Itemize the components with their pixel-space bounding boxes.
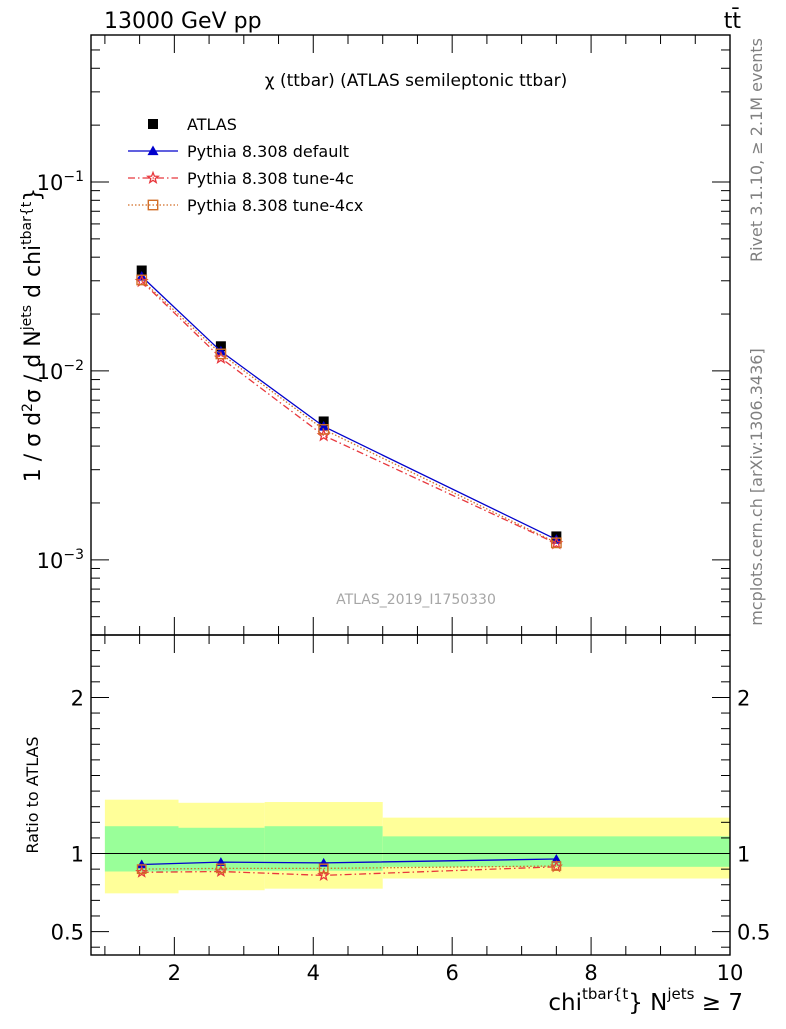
main-series-line (141, 280, 557, 545)
ratio-point (136, 859, 147, 869)
main-point (549, 536, 564, 550)
ratio-point (551, 861, 562, 871)
ratio-ytick-label-left: 1 (71, 843, 84, 867)
legend-item-0: ATLAS (148, 115, 237, 134)
ratio-series-line (141, 866, 557, 877)
rivet-version-label: Rivet 3.1.10, ≥ 2.1M events (747, 38, 766, 262)
legend-label: Pythia 8.308 default (187, 142, 349, 161)
x-axis-label: chitbar{t} Njets ≥ 7 (548, 985, 743, 1016)
svg-text:1 / σ d2σ / d Njets d chitbar{: 1 / σ d2σ / d Njets d chitbar{t} (19, 188, 46, 483)
main-series-3 (136, 274, 562, 549)
ratio-xtick-label: 10 (717, 961, 744, 985)
legend-marker (147, 145, 159, 156)
legend-marker (148, 119, 158, 129)
main-ytick-label: 10−2 (37, 358, 84, 384)
y-axis-label-ratio: Ratio to ATLAS (23, 736, 42, 853)
ratio-frame (90, 634, 731, 956)
legend-label: ATLAS (187, 115, 237, 134)
plot-frames (90, 34, 731, 956)
main-series-line (141, 279, 557, 544)
ratio-point (136, 864, 147, 875)
main-series-line (141, 276, 557, 541)
main-point (215, 345, 227, 356)
analysis-watermark: ATLAS_2019_I1750330 (336, 592, 496, 608)
ratio-point (551, 854, 562, 863)
ratio-xtick-label: 8 (584, 961, 597, 985)
ratio-series-line (141, 858, 557, 866)
main-point (318, 420, 330, 431)
ratio-ytick-label-left: 0.5 (51, 921, 84, 945)
ratio-axis-ticks: 0.5 0.5 1 1 2 2 2 4 6 8 10 (51, 635, 770, 985)
main-point (215, 348, 227, 360)
ratio-point (318, 863, 329, 874)
legend-item-2: Pythia 8.308 tune-4c (128, 169, 354, 188)
svg-text:chitbar{t} Njets ≥ 7: chitbar{t} Njets ≥ 7 (548, 985, 743, 1016)
header-process: tt̄ (724, 8, 742, 34)
main-point (134, 273, 149, 288)
legend-item-1: Pythia 8.308 default (128, 142, 349, 161)
legend-item-3: Pythia 8.308 tune-4cx (128, 196, 363, 215)
ratio-point (317, 868, 331, 881)
main-series-1 (136, 271, 562, 544)
plot-title: χ (ttbar) (ATLAS semileptonic ttbar) (265, 71, 567, 91)
main-axis-ticks: 10−1 10−2 10−3 (37, 35, 731, 636)
main-point (550, 537, 562, 549)
legend-label: Pythia 8.308 tune-4cx (187, 196, 363, 215)
ratio-series-2 (136, 861, 562, 875)
legend-marker (146, 170, 160, 184)
ratio-xtick-label: 4 (307, 961, 320, 985)
main-ytick-label: 10−1 (37, 169, 84, 195)
legend-label: Pythia 8.308 tune-4c (187, 169, 354, 188)
header-energy: 13000 GeV pp (104, 9, 262, 34)
ratio-series-line (141, 865, 557, 870)
ratio-point (215, 863, 226, 874)
legend: ATLAS Pythia 8.308 default Pythia 8.308 tu… (128, 115, 363, 215)
legend-marker (147, 199, 159, 211)
ratio-xtick-label: 6 (445, 961, 458, 985)
y-axis-label-main: 1 / σ d2σ / d Njets d chitbar{t} (19, 188, 46, 483)
ratio-ytick-label-left: 2 (71, 686, 84, 710)
main-ytick-label: 10−3 (37, 547, 84, 573)
main-point (318, 424, 330, 435)
ratio-ytick-label-right: 0.5 (737, 921, 770, 945)
ratio-ytick-label-right: 2 (737, 686, 750, 710)
ratio-xtick-label: 2 (168, 961, 181, 985)
main-point (136, 274, 148, 286)
ratio-series (135, 854, 563, 881)
mcplots-credit-label: mcplots.cern.ch [arXiv:1306.3436] (747, 348, 766, 625)
main-point (136, 265, 147, 276)
main-series (134, 265, 564, 550)
ratio-ytick-label-right: 1 (737, 843, 750, 867)
